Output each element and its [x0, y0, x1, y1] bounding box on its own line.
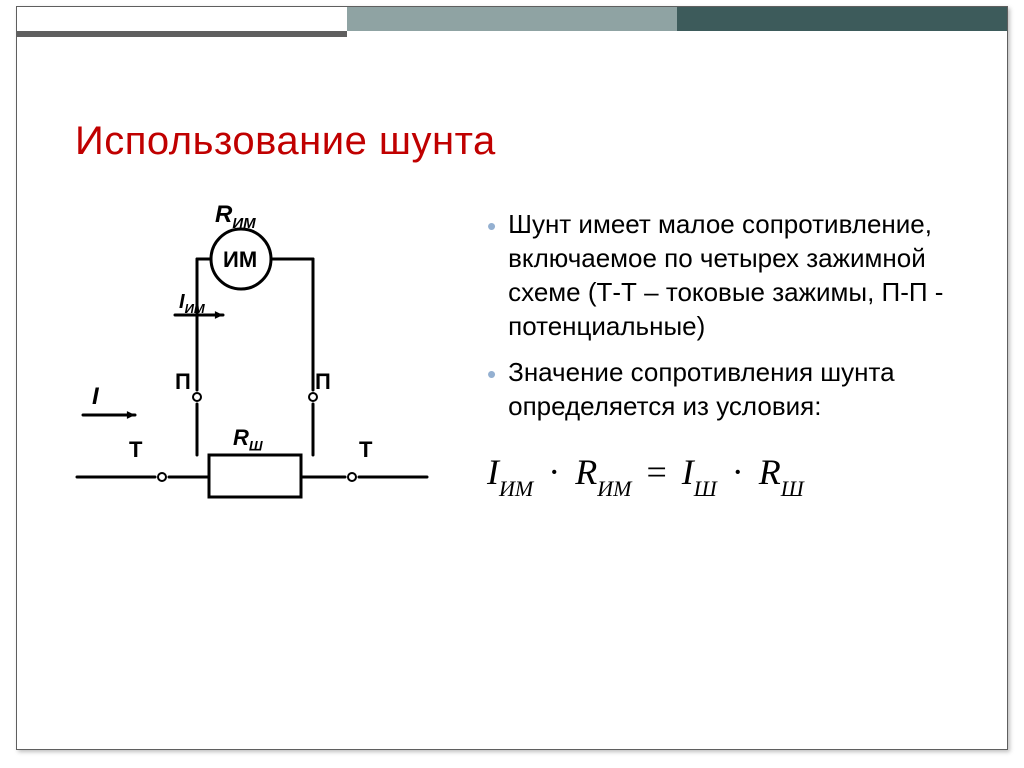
decor-top-bar-seg	[677, 7, 1007, 31]
label-I: I	[92, 383, 99, 411]
bullet-marker-icon: •	[487, 209, 496, 243]
bullet-marker-icon: •	[487, 357, 496, 391]
decor-mid-bar-seg	[347, 31, 677, 37]
bullet-item: • Значение сопротивления шунта определяе…	[487, 355, 957, 423]
decor-top-bar-seg	[17, 7, 347, 31]
circuit-diagram: RИМ ИМ IИМ I П П Т Т RШ	[17, 197, 477, 749]
label-P-left: П	[175, 369, 191, 395]
slide-title: Использование шунта	[75, 119, 496, 164]
slide-frame: Использование шунта RИМ ИМ IИМ I П П Т Т…	[16, 6, 1008, 750]
label-T-right: Т	[359, 437, 372, 463]
decor-top-bar-seg	[347, 7, 677, 31]
content-area: RИМ ИМ IИМ I П П Т Т RШ • Шунт имеет мал…	[17, 197, 1007, 749]
label-R-im: RИМ	[215, 201, 256, 232]
text-column: • Шунт имеет малое сопротивление, включа…	[477, 197, 1007, 749]
label-T-left: Т	[129, 437, 142, 463]
decor-mid-bar	[17, 31, 1007, 37]
bullet-text: Шунт имеет малое сопротивление, включаем…	[508, 207, 957, 343]
bullet-item: • Шунт имеет малое сопротивление, включа…	[487, 207, 957, 343]
label-P-right: П	[315, 369, 331, 395]
label-meter: ИМ	[223, 247, 257, 273]
decor-mid-bar-seg	[677, 31, 1007, 37]
decor-top-bar	[17, 7, 1007, 31]
label-R-sh: RШ	[233, 425, 263, 453]
formula: IИМ · RИМ = IШ · RШ	[487, 451, 957, 498]
bullet-text: Значение сопротивления шунта определяетс…	[508, 355, 957, 423]
decor-mid-bar-seg	[17, 31, 347, 37]
label-I-im: IИМ	[179, 291, 205, 316]
